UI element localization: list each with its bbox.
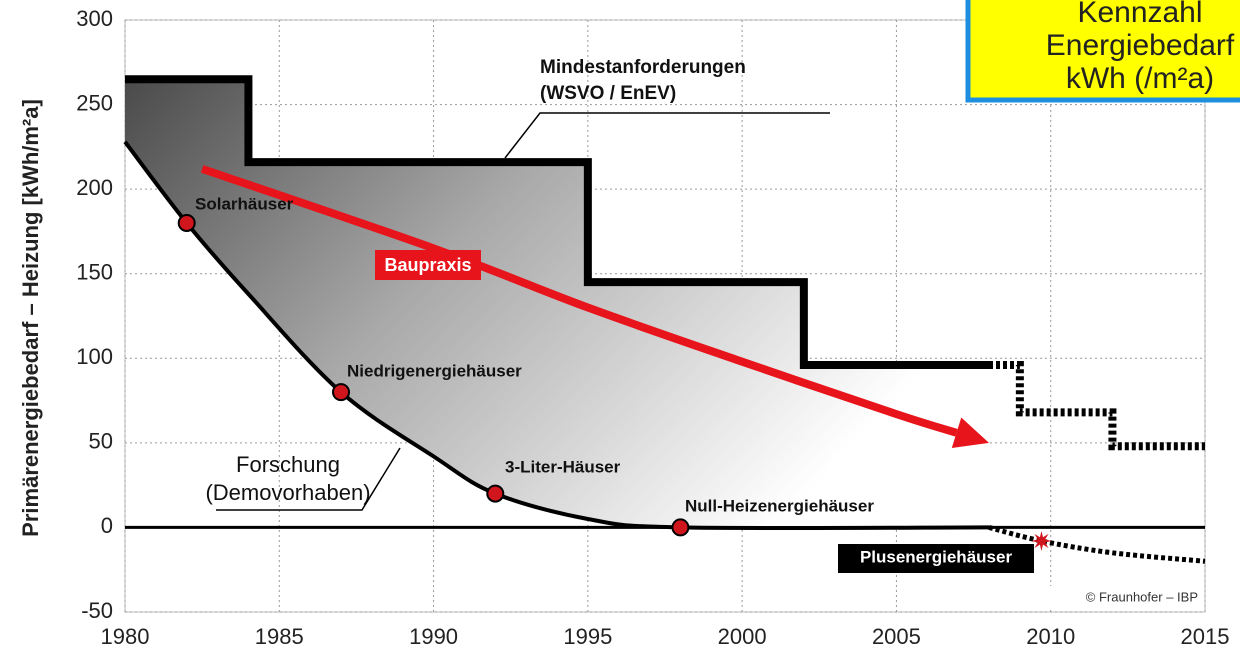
x-tick-label: 1985: [255, 624, 304, 649]
requirement-line: [125, 75, 989, 370]
credit: © Fraunhofer – IBP: [1086, 589, 1198, 604]
series-label: Baupraxis: [384, 255, 471, 275]
info-text: Kennzahl: [1077, 0, 1202, 29]
label-box: [375, 250, 481, 280]
point-marker: [332, 383, 350, 402]
point-marker: [486, 484, 505, 503]
point-marker: [1031, 530, 1052, 551]
y-tick-label: 250: [76, 90, 113, 115]
y-tick-label: 300: [76, 6, 113, 31]
x-tick-label: 2015: [1181, 624, 1230, 649]
leader-line: [504, 112, 830, 159]
shaded-area: [125, 79, 989, 529]
annotation: Mindestanforderungen: [540, 57, 746, 78]
y-tick-label: 50: [89, 429, 113, 454]
x-tick-label: 2010: [1026, 624, 1075, 649]
annotation: (WSVO / EnEV): [540, 83, 676, 104]
info-text: Energiebedarf: [1046, 29, 1235, 62]
point-label: Niedrigenergiehäuser: [347, 361, 522, 380]
label-box: [838, 544, 1034, 573]
point-marker: [671, 518, 690, 537]
y-tick-label: 0: [101, 513, 113, 538]
x-tick-label: 1980: [101, 624, 150, 649]
info-box: [965, 0, 1240, 103]
info-text: kWh (/m²a): [1066, 62, 1214, 95]
x-tick-label: 1995: [563, 624, 612, 649]
point-label: 3-Liter-Häuser: [505, 457, 621, 476]
point-label: Plusenergiehäuser: [860, 547, 1013, 566]
x-tick-label: 2005: [872, 624, 921, 649]
trend-arrow: [200, 165, 958, 437]
point-label: Null-Heizenergiehäuser: [685, 496, 874, 515]
leader-line: [216, 447, 401, 511]
research-curve: [123, 140, 990, 531]
x-tick-label: 2000: [718, 624, 767, 649]
annotation: Forschung: [236, 452, 340, 477]
credit-box: [1050, 586, 1202, 608]
requirement-line-future: [989, 361, 1205, 451]
y-tick-label: 150: [76, 260, 113, 285]
y-tick-label: 100: [76, 344, 113, 369]
point-label: Solarhäuser: [195, 194, 294, 213]
annotation: (Demovorhaben): [205, 480, 370, 505]
point-marker: [177, 213, 196, 232]
arrow-head: [951, 417, 989, 449]
y-tick-label: 200: [76, 175, 113, 200]
x-tick-label: 1990: [409, 624, 458, 649]
y-tick-label: -50: [81, 598, 113, 623]
research-curve-future: [988, 525, 1206, 564]
y-axis-label: Primärenergiebedarf – Heizung [kWh/m²a]: [18, 99, 43, 537]
